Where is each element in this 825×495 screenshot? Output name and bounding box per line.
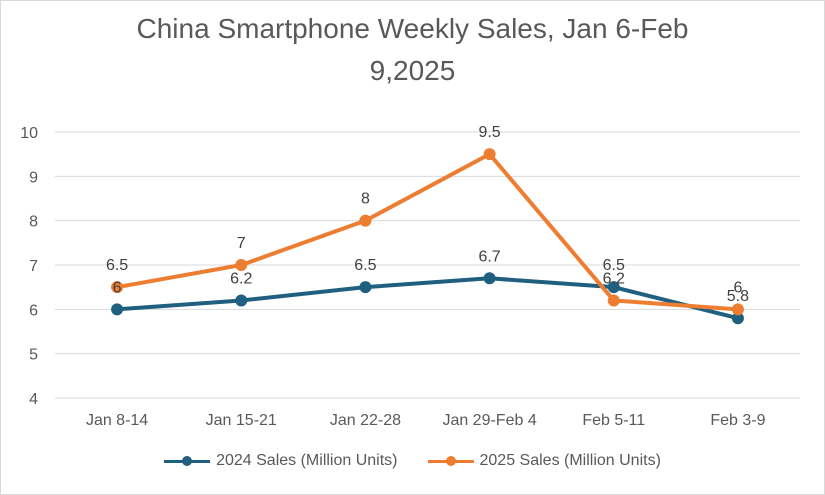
y-tick-label: 6 <box>29 302 38 319</box>
y-tick-label: 4 <box>29 391 38 408</box>
y-axis: 4 5 6 7 8 9 10 <box>20 125 38 408</box>
data-point <box>607 281 620 294</box>
legend-item-2025: 2025 Sales (Million Units) <box>427 452 661 470</box>
gridlines <box>55 131 800 399</box>
data-label: 6.5 <box>603 257 625 274</box>
data-label: 6.2 <box>230 270 252 287</box>
data-label: 6 <box>733 279 742 296</box>
data-label: 6 <box>113 279 122 296</box>
legend-swatch-2025 <box>427 455 474 467</box>
x-tick-label: Feb 3-9 <box>710 412 765 429</box>
legend-label-2025: 2025 Sales (Million Units) <box>479 452 661 469</box>
series-line-0 <box>116 276 739 321</box>
data-point <box>111 281 124 294</box>
x-tick-label: Jan 29-Feb 4 <box>442 412 536 429</box>
y-tick-label: 9 <box>29 169 38 186</box>
y-tick-label: 5 <box>29 347 38 364</box>
legend-swatch-2024 <box>164 455 211 467</box>
data-label: 6.2 <box>603 270 625 287</box>
chart-title-line-1: China Smartphone Weekly Sales, Jan 6-Feb <box>136 13 689 44</box>
data-point <box>483 148 496 161</box>
legend: 2024 Sales (Million Units) 2025 Sales (M… <box>0 452 825 470</box>
data-point <box>359 281 372 294</box>
data-point <box>111 303 124 316</box>
x-tick-label: Feb 5-11 <box>582 412 645 429</box>
data-label: 6.5 <box>106 257 128 274</box>
data-point <box>731 312 744 325</box>
data-point <box>235 294 248 307</box>
data-label: 6.7 <box>478 248 500 265</box>
y-tick-label: 10 <box>20 125 38 142</box>
data-point <box>731 303 744 316</box>
series-line-1 <box>116 152 739 312</box>
data-point <box>483 272 496 285</box>
data-label: 6.5 <box>354 257 376 274</box>
data-point <box>235 259 248 271</box>
x-axis: Jan 8-14 Jan 15-21 Jan 22-28 Jan 29-Feb 4 Fe… <box>86 412 766 429</box>
data-label: 5.8 <box>727 288 749 305</box>
data-label: 7 <box>237 235 246 252</box>
y-tick-label: 7 <box>29 258 38 275</box>
legend-label-2024: 2024 Sales (Million Units) <box>216 452 398 469</box>
data-point <box>607 294 620 307</box>
x-tick-label: Jan 15-21 <box>206 412 277 429</box>
legend-item-2024: 2024 Sales (Million Units) <box>164 452 398 470</box>
series-layer <box>111 148 744 325</box>
data-label: 9.5 <box>478 124 500 141</box>
y-tick-label: 8 <box>29 214 38 231</box>
x-tick-label: Jan 22-28 <box>330 412 401 429</box>
data-label: 8 <box>361 191 370 208</box>
chart-title-line-2: 9,2025 <box>369 55 456 86</box>
data-point <box>359 214 372 227</box>
chart-title: China Smartphone Weekly Sales, Jan 6-Feb… <box>0 8 825 92</box>
x-tick-label: Jan 8-14 <box>86 412 148 429</box>
